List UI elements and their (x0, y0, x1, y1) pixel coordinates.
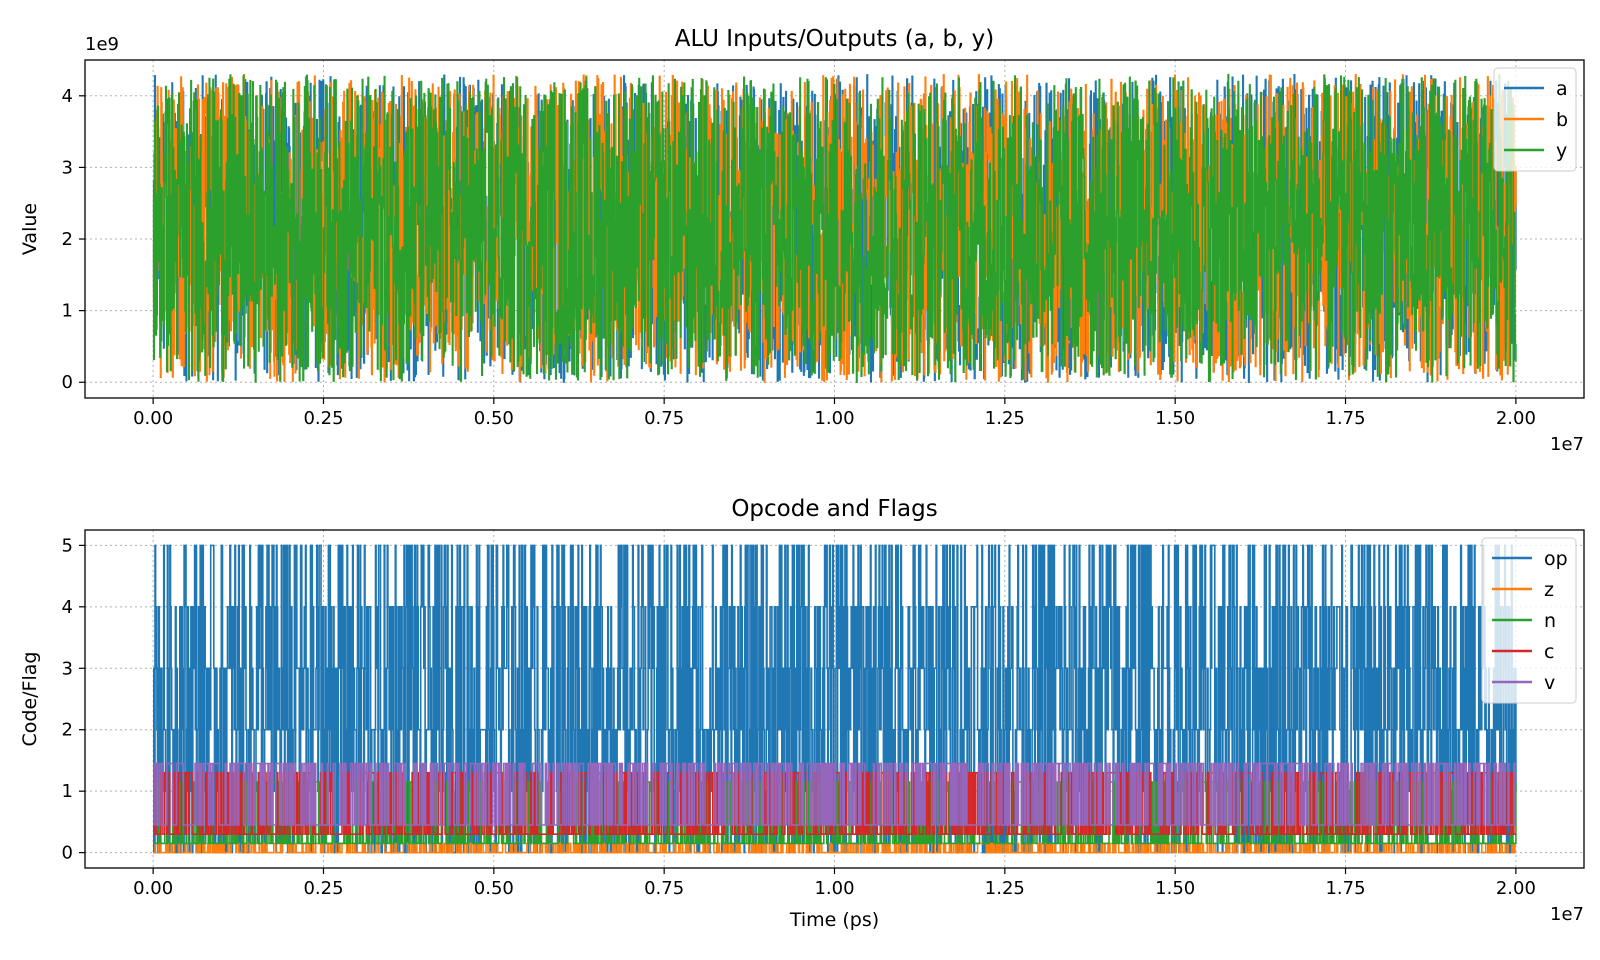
x-offset-label: 1e7 (1550, 904, 1584, 925)
chart-panel-2: 0.00 0.25 0.50 0.75 1.00 1.25 1.50 1.75 2.00 1e7 0… (19, 496, 1585, 931)
legend-entry-a: a (1556, 78, 1568, 100)
x-tick-label: 1.00 (814, 878, 854, 899)
x-tick-label: 1.50 (1155, 408, 1195, 429)
x-tick-label: 1.25 (985, 408, 1025, 429)
legend-entry-c: c (1544, 641, 1554, 663)
x-tick-label: 1.50 (1155, 878, 1195, 899)
legend-entry-y: y (1556, 140, 1567, 162)
chart-title: Opcode and Flags (731, 496, 937, 522)
plot-area (153, 544, 1517, 854)
x-tick-label: 1.75 (1325, 878, 1365, 899)
plot-area (152, 73, 1517, 383)
y-tick-label: 3 (62, 157, 73, 178)
y-tick-label: 2 (62, 720, 73, 741)
x-tick-label: 1.75 (1325, 408, 1365, 429)
y-tick-label: 3 (62, 658, 73, 679)
y-tick-label: 2 (62, 229, 73, 250)
y-tick-label: 0 (62, 843, 73, 864)
x-tick-label: 0.50 (474, 878, 514, 899)
chart-panel-1: 0.00 0.25 0.50 0.75 1.00 1.25 1.50 1.75 2.00 1e7 0… (19, 26, 1585, 455)
x-tick-label: 2.00 (1496, 408, 1536, 429)
series-y-line (152, 73, 1517, 383)
legend-entry-op: op (1544, 548, 1568, 570)
x-tick-label: 2.00 (1496, 878, 1536, 899)
y-axis-label: Code/Flag (19, 652, 41, 747)
y-tick-label: 0 (62, 372, 73, 393)
x-tick-label: 1.25 (985, 878, 1025, 899)
x-tick-label: 0.00 (133, 408, 173, 429)
x-offset-label: 1e7 (1550, 434, 1584, 455)
y-tick-label: 1 (62, 781, 73, 802)
legend-entry-b: b (1556, 109, 1568, 131)
legend: aby (1493, 67, 1577, 172)
y-tick-label: 4 (62, 597, 73, 618)
legend-entry-z: z (1544, 579, 1554, 601)
chart-title: ALU Inputs/Outputs (a, b, y) (675, 26, 995, 52)
y-axis-label: Value (19, 203, 41, 255)
x-tick-label: 0.25 (303, 878, 343, 899)
y-tick-label: 1 (62, 301, 73, 322)
legend-entry-n: n (1544, 610, 1556, 632)
series-op-line (153, 544, 1517, 854)
x-tick-label: 0.75 (644, 878, 684, 899)
x-tick-label: 1.00 (814, 408, 854, 429)
x-tick-label: 0.25 (303, 408, 343, 429)
x-tick-label: 0.75 (644, 408, 684, 429)
series-v-line (153, 762, 1516, 826)
y-tick-label: 4 (62, 86, 73, 107)
x-axis-label: Time (ps) (789, 909, 879, 931)
legend-entry-v: v (1544, 672, 1555, 694)
y-offset-label: 1e9 (85, 34, 119, 55)
x-tick-label: 0.00 (133, 878, 173, 899)
y-tick-label: 5 (62, 535, 73, 556)
x-tick-label: 0.50 (474, 408, 514, 429)
